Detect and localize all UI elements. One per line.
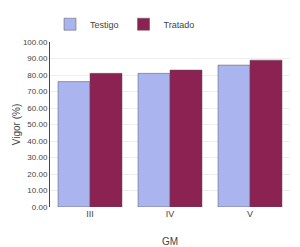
svg-text:60.00: 60.00 xyxy=(27,104,48,113)
svg-text:90.00: 90.00 xyxy=(27,54,48,63)
svg-text:10.00: 10.00 xyxy=(27,186,48,195)
svg-text:Tratado: Tratado xyxy=(164,20,195,30)
svg-text:0.00: 0.00 xyxy=(32,203,48,212)
svg-text:Testigo: Testigo xyxy=(90,20,119,30)
svg-text:V: V xyxy=(247,209,253,219)
svg-text:III: III xyxy=(86,209,94,219)
svg-text:70.00: 70.00 xyxy=(27,87,48,96)
svg-text:IV: IV xyxy=(166,209,175,219)
svg-text:50.00: 50.00 xyxy=(27,120,48,129)
svg-text:Vigor (%): Vigor (%) xyxy=(11,104,22,146)
svg-text:40.00: 40.00 xyxy=(27,137,48,146)
svg-text:100.00: 100.00 xyxy=(23,38,48,47)
svg-text:20.00: 20.00 xyxy=(27,170,48,179)
svg-text:80.00: 80.00 xyxy=(27,71,48,80)
svg-text:30.00: 30.00 xyxy=(27,153,48,162)
svg-text:GM: GM xyxy=(162,236,178,247)
